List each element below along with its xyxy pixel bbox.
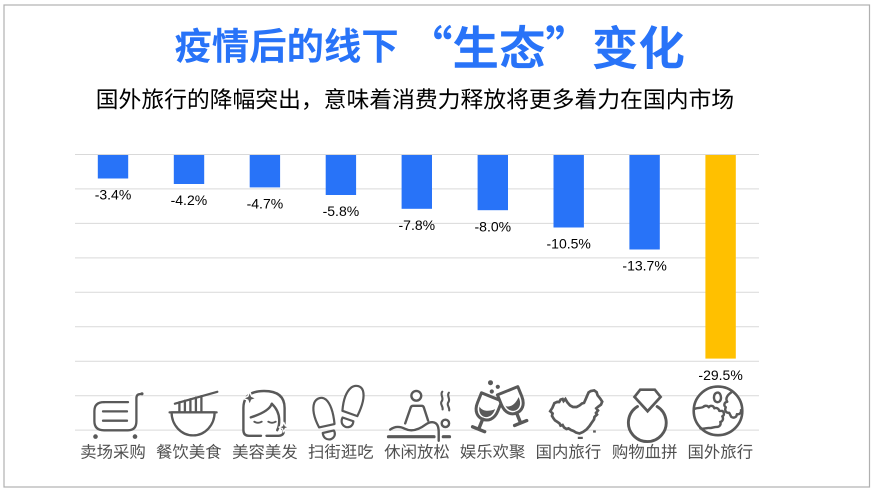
svg-text:-10.5%: -10.5% <box>547 236 591 252</box>
svg-text:-29.5%: -29.5% <box>698 367 742 383</box>
svg-text:-4.7%: -4.7% <box>247 196 284 212</box>
svg-text:-4.2%: -4.2% <box>171 192 208 208</box>
svg-text:-3.4%: -3.4% <box>95 187 132 203</box>
svg-text:-7.8%: -7.8% <box>399 217 436 233</box>
svg-text:-8.0%: -8.0% <box>475 218 512 234</box>
svg-text:-5.8%: -5.8% <box>323 203 360 219</box>
svg-text:-13.7%: -13.7% <box>622 258 666 274</box>
